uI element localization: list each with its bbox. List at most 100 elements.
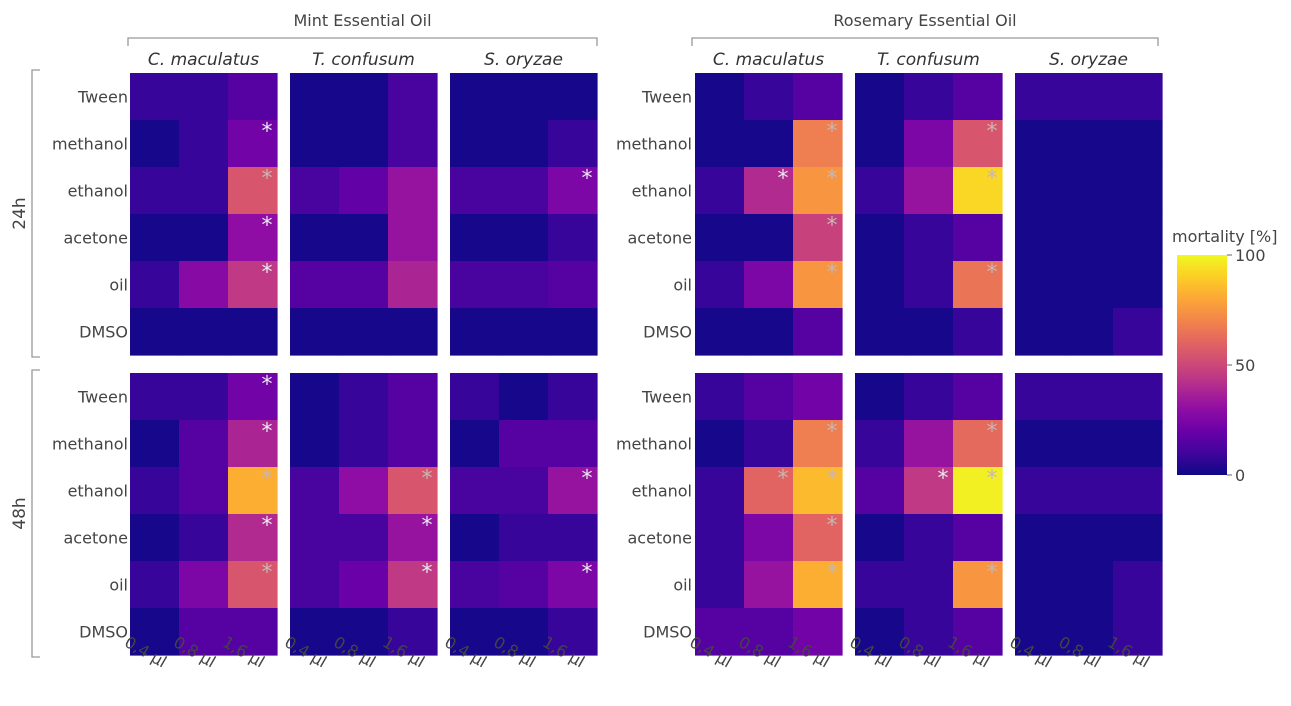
heatmap-cell: [793, 261, 843, 309]
heatmap-cell: [130, 373, 180, 421]
row-label: methanol: [52, 135, 128, 154]
heatmap-panel: * * * * *: [695, 373, 843, 656]
row-label: ethanol: [632, 482, 692, 501]
heatmap-cell: [904, 214, 954, 262]
significance-marker: *: [827, 214, 838, 239]
heatmap-cell: [793, 120, 843, 168]
heatmap-cell: [450, 261, 500, 309]
heatmap-cell: [548, 120, 598, 168]
time-label: 48h: [10, 497, 30, 529]
heatmap-cell: [388, 608, 438, 656]
heatmap-cell: [855, 120, 905, 168]
significance-marker: *: [262, 467, 273, 492]
heatmap-cell: [179, 373, 229, 421]
significance-marker: *: [987, 420, 998, 445]
heatmap-cell: [130, 214, 180, 262]
heatmap-cell: [339, 467, 389, 515]
heatmap-cell: [695, 420, 745, 468]
heatmap-cell: [1015, 214, 1065, 262]
heatmap-cell: [855, 214, 905, 262]
heatmap-cell: [548, 261, 598, 309]
heatmap-cell: [1015, 167, 1065, 215]
heatmap-cell: [904, 73, 954, 121]
heatmap-cell: [744, 561, 794, 609]
heatmap-cell: [1015, 261, 1065, 309]
heatmap-cell: [130, 420, 180, 468]
row-label: DMSO: [79, 323, 128, 342]
heatmap-cell: [793, 514, 843, 562]
heatmap-cell: [953, 261, 1003, 309]
heatmap-cell: [228, 561, 278, 609]
heatmap-cell: [1113, 608, 1163, 656]
heatmap-cell: [499, 167, 549, 215]
heatmap-cell: [179, 420, 229, 468]
heatmap-cell: [290, 167, 340, 215]
row-label: ethanol: [632, 182, 692, 201]
heatmap-cell: [1064, 514, 1114, 562]
heatmap-cell: [904, 167, 954, 215]
heatmap-panel: [290, 73, 438, 356]
heatmap-cell: [855, 261, 905, 309]
heatmap-cell: [179, 514, 229, 562]
heatmap-panel: * * *: [290, 373, 438, 656]
heatmap-cell: [744, 514, 794, 562]
heatmap-cell: [1113, 308, 1163, 356]
heatmap-cell: [130, 514, 180, 562]
significance-marker: *: [422, 514, 433, 539]
oil-title: Rosemary Essential Oil: [833, 11, 1016, 30]
heatmap-cell: [1064, 561, 1114, 609]
heatmap-cell: [953, 420, 1003, 468]
heatmap-cell: [228, 467, 278, 515]
significance-marker: *: [827, 420, 838, 445]
heatmap-cell: [744, 308, 794, 356]
row-label: oil: [109, 276, 128, 295]
heatmap-cell: [548, 514, 598, 562]
significance-marker: *: [778, 467, 789, 492]
row-label: DMSO: [79, 623, 128, 642]
heatmap-cell: [695, 73, 745, 121]
row-label: ethanol: [68, 482, 128, 501]
heatmap-cell: [855, 420, 905, 468]
heatmap-cell: [1113, 561, 1163, 609]
significance-marker: *: [262, 120, 273, 145]
heatmap-cell: [548, 561, 598, 609]
heatmap-cell: [855, 514, 905, 562]
heatmap-cell: [1113, 373, 1163, 421]
heatmap-cell: [695, 214, 745, 262]
heatmap-cell: [1113, 514, 1163, 562]
heatmap-cell: [388, 73, 438, 121]
heatmap-cell: [855, 73, 905, 121]
heatmap-panel: * * * *: [130, 73, 278, 356]
heatmap-panel: *: [450, 73, 598, 356]
significance-marker: *: [422, 467, 433, 492]
significance-marker: *: [262, 373, 273, 398]
significance-marker: *: [422, 561, 433, 586]
heatmap-cell: [1064, 308, 1114, 356]
heatmap-cell: [1113, 214, 1163, 262]
heatmap-cell: [499, 467, 549, 515]
heatmap-cell: [1015, 561, 1065, 609]
heatmap-cell: [695, 261, 745, 309]
heatmap-cell: [953, 308, 1003, 356]
heatmap-cell: [450, 373, 500, 421]
heatmap-cell: [1113, 420, 1163, 468]
heatmap-cell: [228, 373, 278, 421]
heatmap-cell: [1113, 261, 1163, 309]
heatmap-cell: [904, 120, 954, 168]
heatmap-cell: [450, 608, 500, 656]
heatmap-cell: [953, 167, 1003, 215]
colorbar-gradient: [1177, 255, 1227, 475]
heatmap-cell: [793, 167, 843, 215]
heatmap-cell: [228, 608, 278, 656]
heatmap-cell: [339, 73, 389, 121]
heatmap-cell: [548, 608, 598, 656]
row-label: acetone: [628, 529, 693, 548]
row-label: methanol: [616, 435, 692, 454]
heatmap-cell: [290, 467, 340, 515]
oil-title: Mint Essential Oil: [293, 11, 431, 30]
significance-marker: *: [582, 561, 593, 586]
species-label: T. confusum: [877, 50, 980, 70]
heatmap-panel: * * * * *: [130, 373, 278, 656]
heatmap-cell: [953, 214, 1003, 262]
heatmap-cell: [1064, 167, 1114, 215]
